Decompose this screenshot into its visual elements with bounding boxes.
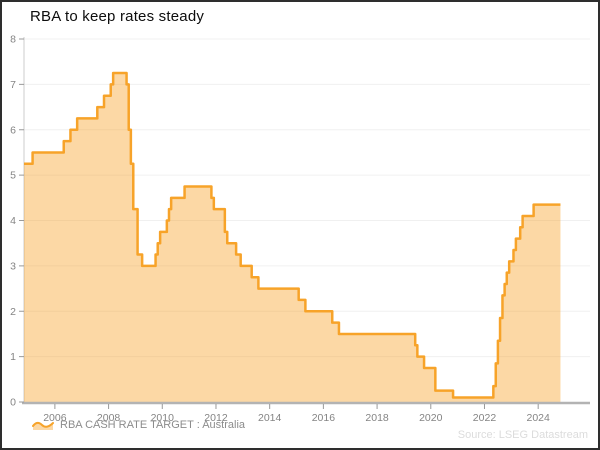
legend-series-label: RBA CASH RATE TARGET : Australia <box>60 419 246 431</box>
y-tick-label-5: 5 <box>10 170 16 182</box>
series-line-0 <box>24 71 561 399</box>
x-tick-label-2022: 2022 <box>473 412 497 424</box>
legend-wave-icon <box>32 421 54 430</box>
y-tick-label-1: 1 <box>10 351 16 363</box>
series-area-0 <box>24 73 561 402</box>
x-tick-label-2012: 2012 <box>204 412 228 424</box>
y-tick-label-0: 0 <box>10 397 16 409</box>
x-tick-label-2024: 2024 <box>526 412 550 424</box>
source-attribution: Source: LSEG Datastream <box>457 429 588 441</box>
y-tick-label-6: 6 <box>10 124 16 136</box>
chart-title: RBA to keep rates steady <box>30 8 205 25</box>
y-tick-label-7: 7 <box>10 79 16 91</box>
y-tick-label-8: 8 <box>10 34 16 46</box>
y-tick-label-4: 4 <box>10 215 16 227</box>
y-tick-label-2: 2 <box>10 306 16 318</box>
x-tick-label-2016: 2016 <box>312 412 336 424</box>
legend: RBA CASH RATE TARGET : Australia <box>32 419 245 431</box>
x-tick-label-2006: 2006 <box>43 412 67 424</box>
x-tick-label-2020: 2020 <box>419 412 443 424</box>
x-tick-label-2008: 2008 <box>97 412 121 424</box>
x-tick-label-2014: 2014 <box>258 412 282 424</box>
y-tick-label-3: 3 <box>10 260 16 272</box>
x-tick-label-2018: 2018 <box>365 412 389 424</box>
x-tick-label-2010: 2010 <box>151 412 175 424</box>
